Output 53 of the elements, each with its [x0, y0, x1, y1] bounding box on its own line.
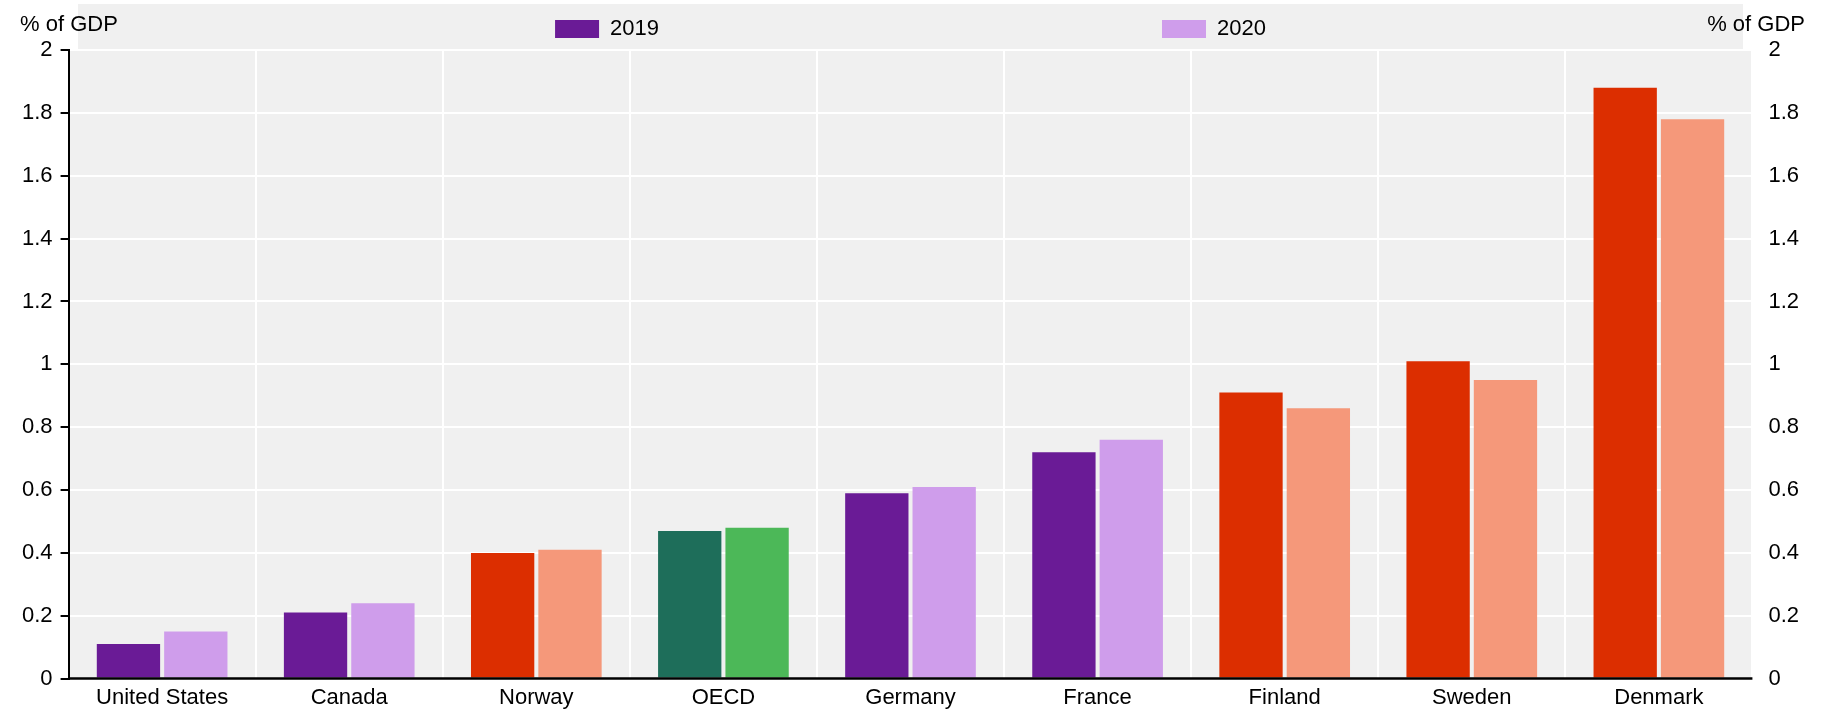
y-tick-label: 1.4 — [21, 224, 53, 250]
y2-tick-label: 1.2 — [1768, 287, 1800, 313]
bar — [725, 527, 789, 678]
y2-tick-label: 0.8 — [1768, 413, 1800, 439]
bar — [1286, 408, 1351, 678]
legend-label: 2019 — [610, 15, 1148, 41]
y2-tick-label: 1.4 — [1768, 224, 1800, 250]
y-tick-label: 0.4 — [21, 538, 53, 564]
bar — [96, 644, 161, 678]
y2-tick-label: 0.2 — [1768, 601, 1800, 627]
bar — [1660, 119, 1725, 678]
y-tick-label: 2 — [40, 36, 53, 62]
bar — [1219, 392, 1283, 678]
y-tick-label: 1.2 — [21, 287, 53, 313]
y2-tick-label: 0.4 — [1768, 538, 1800, 564]
y-tick-label: 0.8 — [21, 413, 53, 439]
bar — [283, 612, 348, 678]
y-tick-label: 0.2 — [21, 601, 53, 627]
x-tick-label: Finland — [1248, 683, 1321, 709]
y2-tick-label: 2 — [1768, 36, 1781, 62]
x-tick-label: OECD — [691, 683, 756, 709]
y-axis-title: % of GDP — [20, 11, 118, 37]
y2-axis-title: % of GDP — [1707, 11, 1805, 37]
bar — [1099, 439, 1163, 678]
y-tick-label: 1 — [40, 350, 53, 376]
x-tick-label: Canada — [310, 683, 389, 709]
y-tick-label: 0.6 — [21, 476, 53, 502]
y2-tick-label: 0.6 — [1768, 476, 1800, 502]
bar — [845, 493, 909, 678]
bar — [164, 631, 228, 678]
x-tick-label: United States — [96, 683, 229, 709]
y2-tick-label: 0 — [1768, 664, 1781, 690]
bar — [1032, 452, 1096, 678]
x-tick-label: France — [1063, 683, 1132, 709]
bar — [658, 530, 722, 678]
y2-tick-label: 1.6 — [1768, 161, 1800, 187]
y-tick-label: 0 — [40, 664, 53, 690]
bar — [1473, 380, 1538, 678]
x-tick-label: Sweden — [1432, 683, 1512, 709]
bar — [1406, 361, 1470, 678]
bar — [538, 549, 602, 678]
bar — [912, 486, 976, 678]
bar — [351, 603, 415, 678]
y-tick-label: 1.8 — [21, 98, 53, 124]
bar — [470, 552, 535, 678]
bar — [1593, 87, 1657, 678]
y2-tick-label: 1.8 — [1768, 98, 1800, 124]
x-tick-label: Germany — [865, 683, 956, 709]
y-tick-label: 1.6 — [21, 161, 53, 187]
x-tick-label: Norway — [499, 683, 574, 709]
legend-label: 2020 — [1216, 15, 1266, 41]
y2-tick-label: 1 — [1768, 350, 1781, 376]
x-tick-label: Denmark — [1614, 683, 1705, 709]
